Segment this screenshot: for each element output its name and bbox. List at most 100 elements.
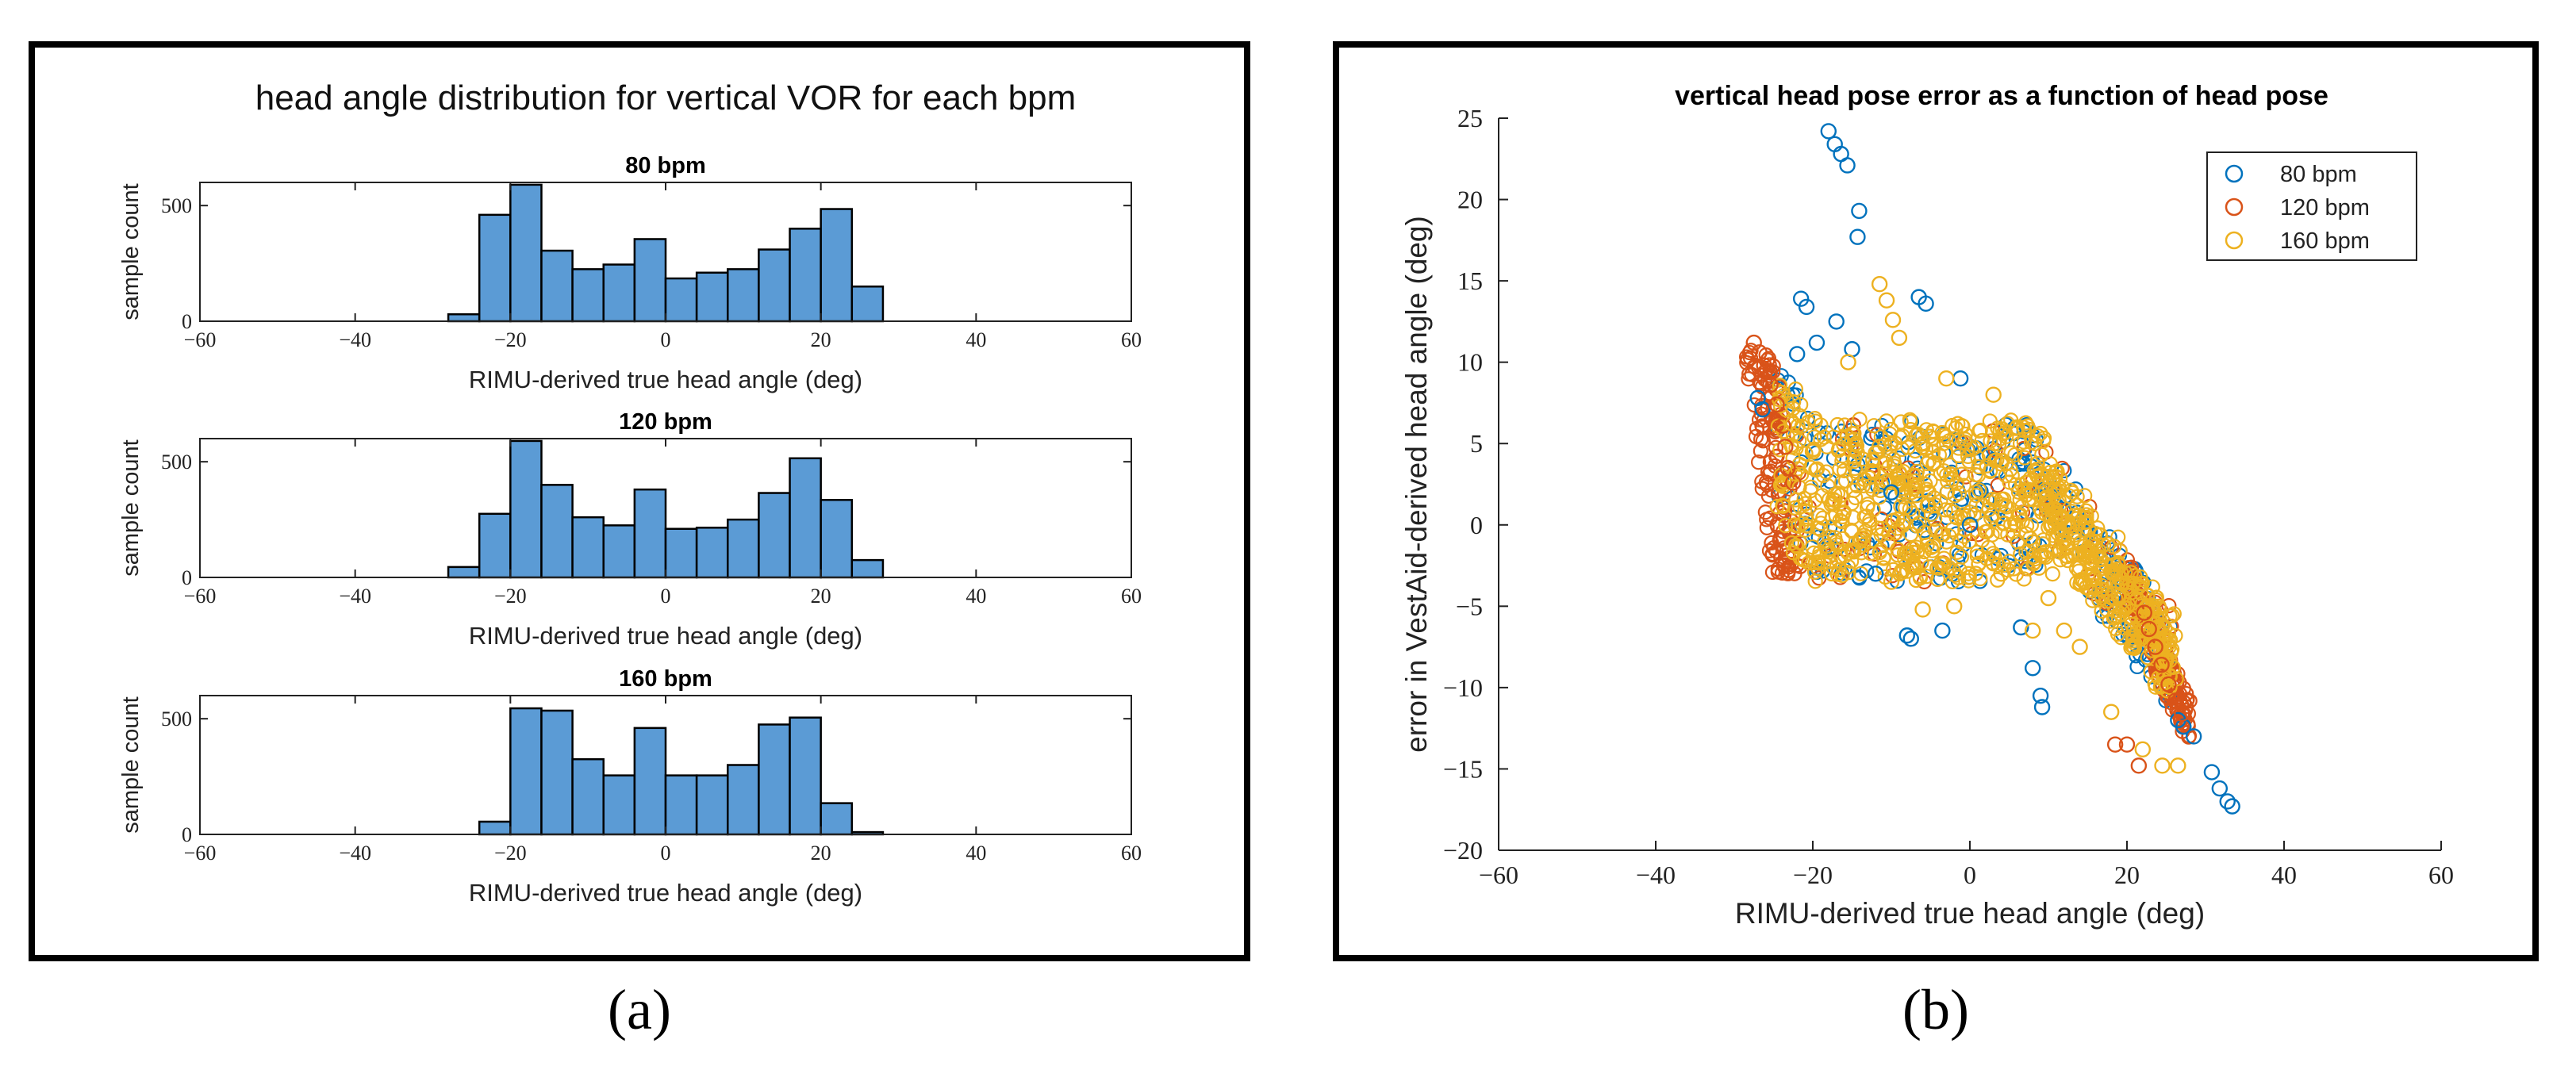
scatter-density-marker bbox=[2007, 515, 2023, 531]
x-tick-label: 60 bbox=[2428, 861, 2454, 889]
scatter-point bbox=[2071, 638, 2088, 655]
scatter-point bbox=[1934, 622, 1951, 639]
x-tick-label: 60 bbox=[1121, 842, 1142, 865]
scatter-point bbox=[1946, 598, 1963, 615]
scatter-density-marker bbox=[1885, 451, 1902, 467]
scatter-density-marker bbox=[1902, 413, 1918, 430]
scatter-point bbox=[1902, 631, 1919, 647]
scatter-density-marker bbox=[2162, 667, 2178, 684]
scatter-density-marker bbox=[1890, 547, 1906, 563]
scatter-density-marker bbox=[2083, 508, 2099, 524]
scatter-density-marker bbox=[1824, 566, 1840, 582]
histogram-bar bbox=[633, 727, 667, 836]
histogram-bar bbox=[509, 707, 543, 836]
histogram-bar bbox=[850, 558, 885, 579]
histogram-bar bbox=[789, 716, 822, 836]
scatter-density-marker bbox=[1956, 477, 1971, 493]
histogram-bar bbox=[447, 313, 481, 323]
scatter-density-marker bbox=[1984, 527, 2000, 543]
scatter-density-marker bbox=[1780, 566, 1796, 581]
y-tick-label: 15 bbox=[1457, 266, 1483, 295]
scatter-density-marker bbox=[1755, 420, 1771, 435]
histogram-bar bbox=[727, 518, 760, 579]
scatter-point bbox=[2106, 736, 2124, 753]
scatter-point bbox=[1868, 566, 1884, 582]
scatter-point bbox=[2136, 604, 2152, 621]
y-tick-label: 500 bbox=[161, 451, 192, 474]
scatter-density-marker bbox=[2017, 450, 2033, 466]
scatter-density-marker bbox=[1818, 538, 1835, 554]
scatter-density-marker bbox=[2012, 506, 2028, 523]
scatter-density-marker bbox=[1872, 439, 1887, 454]
scatter-density-marker bbox=[1849, 444, 1865, 461]
legend: 80 bpm 120 bpm 160 bpm bbox=[2206, 151, 2417, 261]
scatter-density-marker bbox=[1815, 510, 1831, 526]
scatter-point bbox=[2118, 736, 2136, 753]
scatter-point bbox=[1884, 312, 1902, 328]
scatter-density-marker bbox=[1825, 495, 1841, 511]
scatter-density-marker bbox=[2060, 535, 2076, 551]
scatter-density-marker bbox=[1953, 549, 1970, 565]
scatter-density-marker bbox=[1892, 430, 1908, 446]
x-tick-label: −40 bbox=[339, 585, 371, 608]
y-tick-label: 20 bbox=[1457, 186, 1483, 214]
scatter-density-marker bbox=[1822, 492, 1837, 508]
scatter-point bbox=[1756, 357, 1772, 374]
scatter-point bbox=[2147, 638, 2163, 655]
scatter-density-marker bbox=[1985, 491, 2001, 508]
scatter-density-marker bbox=[1836, 462, 1852, 479]
series-1 bbox=[1745, 334, 2190, 774]
scatter-density-marker bbox=[1769, 516, 1785, 532]
scatter-density-marker bbox=[1954, 417, 1970, 434]
scatter-density-marker bbox=[2161, 598, 2177, 614]
caption-b: (b) bbox=[1856, 977, 2015, 1043]
scatter-point bbox=[2056, 622, 2072, 639]
scatter-density-marker bbox=[1918, 441, 1934, 457]
scatter-density-marker bbox=[2018, 474, 2034, 490]
scatter-density-marker bbox=[1811, 424, 1827, 440]
scatter-density-marker bbox=[2110, 529, 2126, 545]
scatter-point bbox=[2153, 656, 2170, 673]
scatter-density-marker bbox=[1818, 464, 1834, 480]
x-tick-label: 0 bbox=[661, 842, 671, 865]
scatter-point bbox=[2175, 718, 2192, 735]
scatter-density-marker bbox=[1832, 512, 1848, 528]
histogram-bar bbox=[633, 488, 667, 579]
histogram-bar bbox=[664, 527, 698, 579]
scatter-density-marker bbox=[1925, 543, 1941, 558]
scatter-density-marker bbox=[2056, 531, 2072, 547]
histogram-bar bbox=[695, 774, 729, 836]
scatter-density-marker bbox=[1777, 554, 1793, 570]
scatter-density-marker bbox=[1848, 489, 1864, 505]
scatter-density-marker bbox=[1791, 432, 1807, 449]
scatter-point bbox=[2013, 619, 2029, 636]
x-tick-label: −40 bbox=[1636, 861, 1676, 889]
scatter-density-marker bbox=[1841, 565, 1856, 581]
series-2 bbox=[1785, 276, 2186, 774]
histogram-bar bbox=[509, 439, 543, 579]
scatter-density-marker bbox=[1769, 499, 1785, 515]
scatter-density-marker bbox=[2052, 508, 2067, 525]
scatter-point bbox=[2140, 620, 2157, 638]
histogram-bar bbox=[478, 512, 512, 579]
scatter-density-marker bbox=[2048, 464, 2063, 480]
scatter-density-marker bbox=[1993, 497, 2009, 512]
scatter-density-marker bbox=[1742, 350, 1759, 366]
scatter-point bbox=[1851, 202, 1868, 220]
scatter-point bbox=[1798, 298, 1815, 316]
scatter-point bbox=[2203, 764, 2221, 780]
scatter-density-marker bbox=[1936, 527, 1952, 543]
scatter-density-marker bbox=[1921, 485, 1937, 500]
scatter-density-marker bbox=[2006, 523, 2021, 540]
histogram-bar bbox=[820, 208, 854, 323]
scatter-density-marker bbox=[2010, 534, 2025, 550]
histogram-bar bbox=[571, 268, 605, 323]
histogram-bar bbox=[758, 492, 791, 579]
scatter-density-marker bbox=[2078, 503, 2094, 519]
scatter-density-marker bbox=[2025, 534, 2041, 550]
scatter-density-marker bbox=[1929, 571, 1946, 588]
scatter-density-marker bbox=[1807, 573, 1823, 589]
figure-title: head angle distribution for vertical VOR… bbox=[255, 79, 1077, 117]
scatter-point bbox=[1745, 334, 1762, 351]
scatter-density-marker bbox=[2021, 543, 2037, 559]
